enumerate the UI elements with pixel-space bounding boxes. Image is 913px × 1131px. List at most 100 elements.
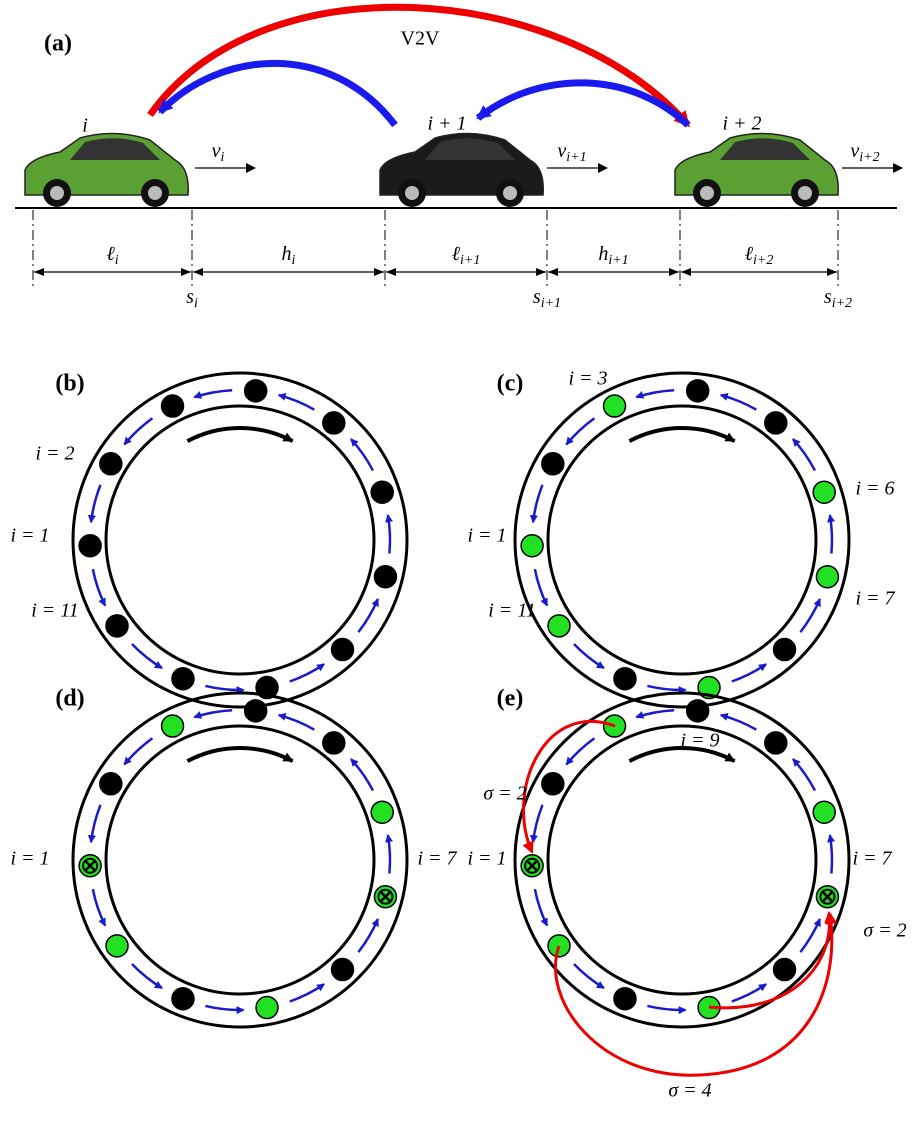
annotation: i = 6 [855, 478, 894, 500]
vehicle [687, 380, 709, 402]
v2v-link [478, 83, 688, 125]
link-arrow [636, 710, 674, 717]
link-arrow [93, 569, 105, 605]
inner-ring [548, 406, 816, 674]
annotation: i = 7 [855, 588, 895, 610]
annotation: σ = 2 [483, 783, 526, 805]
subscript: i [292, 253, 296, 268]
base: s [824, 286, 832, 308]
ring [73, 373, 407, 707]
subscript: i+1 [608, 253, 628, 268]
inner-ring [106, 726, 374, 994]
link-arrow [793, 759, 815, 791]
vehicle-label: i [82, 115, 88, 137]
vehicle [774, 959, 796, 981]
vehicle [332, 639, 354, 661]
outer-ring [73, 693, 407, 1027]
speed-label: vi+2 [850, 140, 879, 166]
link-arrow [533, 485, 542, 522]
span-label: hi+1 [598, 243, 628, 269]
span-label: ℓi [106, 243, 118, 269]
vehicle [323, 412, 345, 434]
hub [148, 186, 162, 200]
vehicle [604, 395, 626, 417]
vehicle [371, 481, 393, 503]
vehicle [162, 395, 184, 417]
base: v [557, 140, 566, 162]
vehicle [542, 773, 564, 795]
link-arrow [358, 599, 378, 632]
vehicle [256, 997, 278, 1019]
v2v-link [160, 63, 395, 125]
annotation: σ = 4 [668, 1080, 711, 1102]
vehicle-label: i + 1 [427, 113, 466, 135]
hub [405, 186, 419, 200]
vehicle [548, 935, 570, 957]
subscript: i [221, 150, 225, 165]
base: v [212, 140, 221, 162]
outer-ring [515, 373, 849, 707]
link-arrow [721, 395, 757, 410]
link-arrow [574, 644, 604, 668]
link-arrow [533, 805, 542, 842]
link-arrow [279, 395, 315, 410]
position-label: si [186, 286, 198, 312]
vehicle [614, 988, 636, 1010]
direction-arrow [187, 748, 292, 761]
vehicle [79, 535, 101, 557]
subscript: i+1 [566, 150, 586, 165]
vehicle [614, 668, 636, 690]
link-arrow [535, 569, 547, 605]
annotation: σ = 2 [863, 920, 906, 942]
base: v [850, 140, 859, 162]
vehicle [813, 481, 835, 503]
vehicle [245, 380, 267, 402]
ring [73, 693, 407, 1027]
panel-label: (d) [55, 686, 84, 712]
panel-label: (c) [497, 371, 524, 397]
link-arrow [194, 710, 232, 717]
base: s [533, 286, 541, 308]
link-arrow [358, 919, 378, 952]
vehicle [106, 615, 128, 637]
vehicle [162, 715, 184, 737]
link-arrow [132, 964, 162, 988]
vehicle [765, 412, 787, 434]
link-arrow [647, 1006, 685, 1010]
annotation: i = 1 [467, 848, 506, 870]
link-arrow [830, 515, 832, 553]
vehicle [374, 566, 396, 588]
figure: (a)V2Vii + 1i + 2vivi+1vi+2ℓihiℓi+1hi+1ℓ… [0, 0, 913, 1131]
link-arrow [351, 439, 373, 471]
direction-arrow [629, 428, 734, 441]
vehicle [813, 801, 835, 823]
link-arrow [800, 919, 820, 952]
position-label: si+2 [824, 286, 852, 312]
link-arrow [351, 759, 373, 791]
annotation: i = 11 [31, 600, 79, 622]
link-arrow [205, 686, 243, 690]
annotation: i = 3 [568, 368, 607, 390]
vehicle [100, 773, 122, 795]
link-arrow [535, 889, 547, 925]
hub [798, 186, 812, 200]
ring [515, 373, 849, 707]
vehicle [816, 566, 838, 588]
base: s [186, 286, 194, 308]
hub [503, 186, 517, 200]
vehicle [245, 700, 267, 722]
link-arrow [574, 964, 604, 988]
span-label: ℓi+1 [452, 243, 481, 269]
base: h [598, 243, 608, 265]
hub [700, 186, 714, 200]
speed-label: vi+1 [557, 140, 586, 166]
link-arrow [132, 644, 162, 668]
vehicle [521, 535, 543, 557]
link-arrow [194, 390, 232, 397]
vehicle [332, 959, 354, 981]
annotation: i = 2 [35, 443, 74, 465]
vehicle [687, 700, 709, 722]
vehicle [323, 732, 345, 754]
subscript: i+1 [460, 253, 480, 268]
annotation: i = 1 [10, 525, 49, 547]
